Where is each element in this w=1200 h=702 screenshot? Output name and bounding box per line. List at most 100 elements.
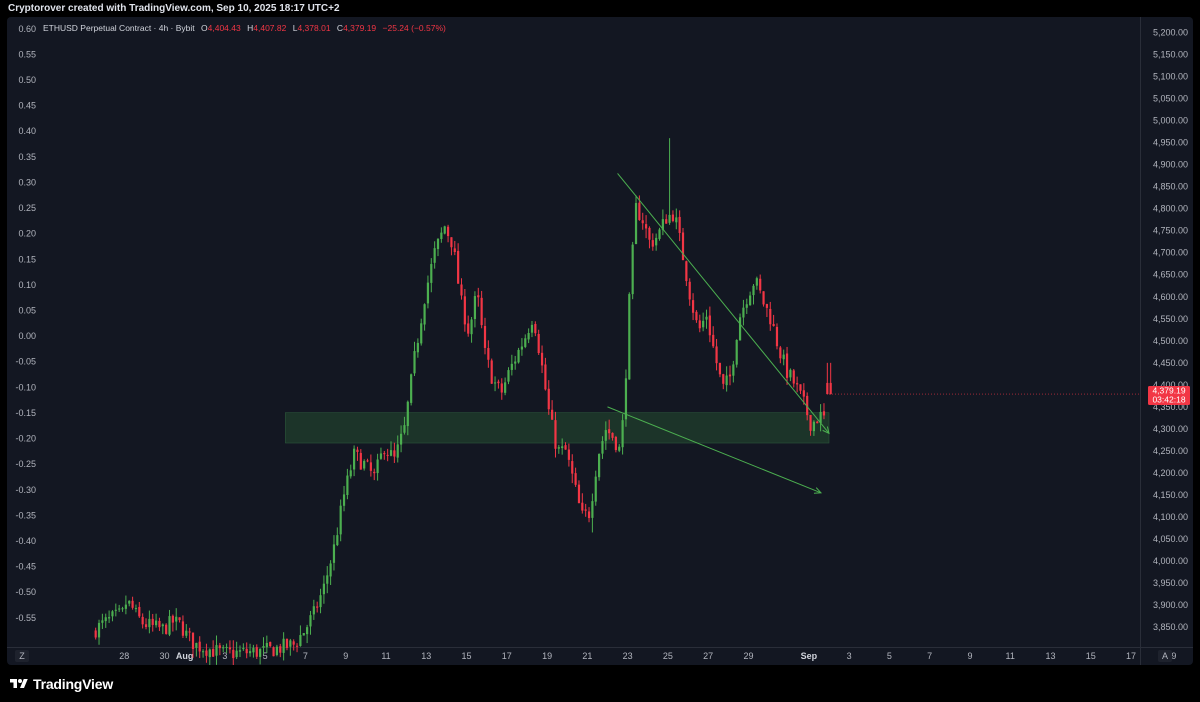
candle-body (440, 232, 443, 240)
candle-body (336, 535, 339, 546)
tradingview-logo: TradingView (9, 676, 113, 692)
candle-body (161, 624, 164, 627)
candle-body (826, 382, 829, 395)
candle-body (601, 441, 604, 454)
candle-body (520, 346, 524, 350)
candle-body (403, 425, 406, 433)
candle-body (493, 382, 497, 384)
candle-body (453, 248, 456, 253)
legend-close-label: C (336, 23, 344, 33)
candle-body (121, 608, 124, 610)
candle-body (514, 361, 517, 364)
trendline-arrowhead (822, 426, 830, 435)
x-axis-tick-label: 23 (623, 651, 633, 661)
left-axis-tick-label: 0.35 (18, 152, 36, 162)
candle-body (208, 649, 211, 658)
candle-body (789, 369, 792, 378)
candle-body (544, 364, 547, 390)
left-axis-tick-label: 0.00 (18, 331, 36, 341)
candle-body (339, 505, 342, 535)
candle-body (809, 414, 812, 431)
zoom-left-button[interactable] (15, 650, 29, 662)
current-price-tag (1148, 386, 1190, 406)
candle-body (272, 647, 275, 657)
left-axis-tick-label: 0.05 (18, 305, 36, 315)
candle-body (393, 450, 396, 457)
candle-body (225, 646, 228, 648)
candle-body (712, 334, 715, 347)
x-axis-tick-label: Aug (176, 651, 194, 661)
candle-body (97, 622, 101, 638)
trendline-upper[interactable] (617, 173, 830, 434)
tradingview-brand: TradingView (33, 676, 114, 692)
x-axis-tick-label: 3 (847, 651, 852, 661)
candle-body (309, 615, 312, 627)
left-axis-tick-label: -0.15 (15, 408, 36, 418)
x-axis-tick-label: 5 (263, 651, 268, 661)
candle-body (648, 227, 651, 240)
legend-low-value: 4,378.01 (297, 23, 331, 33)
candle-body (785, 353, 789, 378)
candle-body (799, 384, 802, 391)
candle-body (722, 374, 725, 384)
candle-body (551, 409, 554, 420)
x-axis-tick-label: 30 (159, 651, 169, 661)
candle-body (681, 232, 685, 261)
right-axis-tick-label: 3,900.00 (1153, 600, 1188, 610)
candle-body (634, 203, 638, 245)
candle-body (641, 220, 644, 224)
right-axis-tick-label: 4,850.00 (1153, 182, 1188, 192)
right-axis-tick-label: 3,850.00 (1153, 622, 1188, 632)
x-axis-tick-label: 15 (462, 651, 472, 661)
candle-body (829, 382, 832, 395)
candle-body (678, 216, 681, 233)
support-zone-rectangle[interactable] (285, 412, 830, 444)
candle-body (527, 333, 530, 340)
candle-body (302, 633, 305, 636)
candle-body (806, 395, 809, 416)
candle-body (128, 600, 131, 604)
legend-high-label: H (247, 23, 254, 33)
candle-body (819, 411, 822, 424)
right-axis-tick-label: 4,600.00 (1153, 292, 1188, 302)
x-axis-tick-label: 25 (663, 651, 673, 661)
candle-body (477, 295, 480, 298)
candle-body (473, 296, 477, 319)
chart-pane[interactable]: 3,850.00 3,900.00 3,950.00 4,000.00 4,050.00… (7, 17, 1193, 665)
candle-body (822, 411, 826, 416)
candle-body (238, 650, 242, 652)
candle-body (205, 650, 208, 656)
candle-body (735, 339, 738, 365)
trendline-lower[interactable] (607, 406, 822, 494)
current-price-tag-value: 4,379.19 (1152, 386, 1185, 396)
candle-body (168, 616, 171, 635)
x-axis-tick-label: Sep (801, 651, 818, 661)
candle-body (366, 460, 369, 462)
candle-body (255, 647, 258, 657)
candle-body (134, 608, 138, 610)
candle-body (665, 219, 668, 224)
candle-body (450, 237, 453, 248)
candle-body (584, 509, 587, 511)
candle-body (561, 446, 564, 449)
x-axis-tick-label: 29 (743, 651, 753, 661)
candle-body (188, 631, 191, 633)
candle-body (587, 511, 591, 519)
candle-body (504, 382, 507, 393)
candle-body (326, 575, 329, 584)
candle-body (114, 609, 117, 611)
candle-body (399, 433, 403, 445)
auto-scale-button[interactable] (1158, 650, 1172, 662)
price-chart-svg[interactable]: 3,850.00 3,900.00 3,950.00 4,000.00 4,050.00… (7, 17, 1193, 665)
right-axis-tick-label: 4,750.00 (1153, 226, 1188, 236)
left-axis-tick-label: -0.20 (15, 434, 36, 444)
right-axis-tick-label: 5,150.00 (1153, 49, 1188, 59)
left-axis-tick-label: -0.40 (15, 536, 36, 546)
right-axis-tick-label: 4,650.00 (1153, 270, 1188, 280)
candle-body (621, 420, 624, 448)
candle-body (426, 282, 430, 304)
candle-body (389, 450, 393, 456)
candle-body (322, 583, 325, 595)
candle-body (618, 446, 621, 451)
candle-body (557, 447, 560, 449)
